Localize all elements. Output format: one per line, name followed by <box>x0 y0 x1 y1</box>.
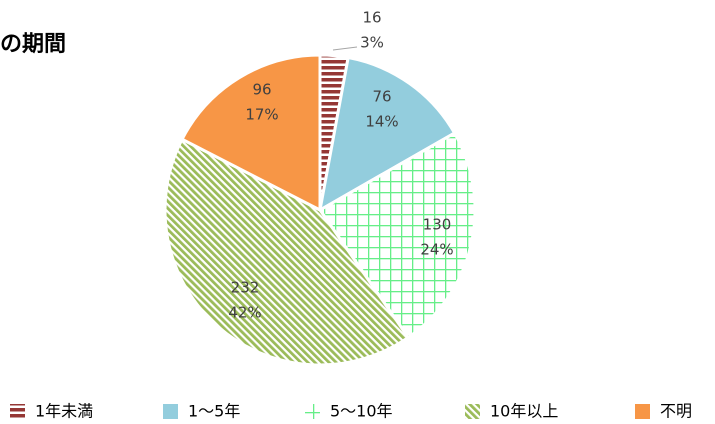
legend-label: 不明 <box>660 402 692 421</box>
data-label: 96 <box>252 81 271 99</box>
pie-slice <box>317 55 457 213</box>
legend-label: 1年未満 <box>35 402 93 421</box>
percent-label: 3% <box>360 34 384 52</box>
pie-slice <box>180 53 322 213</box>
chart-title: の期間 <box>0 32 66 57</box>
legend-swatch <box>635 404 650 419</box>
legend-swatch <box>305 404 320 419</box>
data-label: 76 <box>372 88 391 106</box>
percent-label: 17% <box>245 106 278 124</box>
pie-slice <box>163 137 411 367</box>
pie-slice <box>317 130 477 340</box>
leader-line <box>332 46 358 51</box>
percent-label: 24% <box>420 241 453 259</box>
legend-swatch <box>10 404 25 419</box>
legend-label: 5〜10年 <box>330 402 393 421</box>
data-label: 130 <box>423 216 452 234</box>
data-label: 232 <box>231 279 260 297</box>
legend-label: 1〜5年 <box>188 402 240 421</box>
legend-swatch <box>163 404 178 419</box>
percent-label: 42% <box>228 304 261 322</box>
legend-swatch <box>465 404 480 419</box>
legend-label: 10年以上 <box>490 402 558 421</box>
percent-label: 14% <box>365 113 398 131</box>
data-label: 16 <box>362 9 381 27</box>
